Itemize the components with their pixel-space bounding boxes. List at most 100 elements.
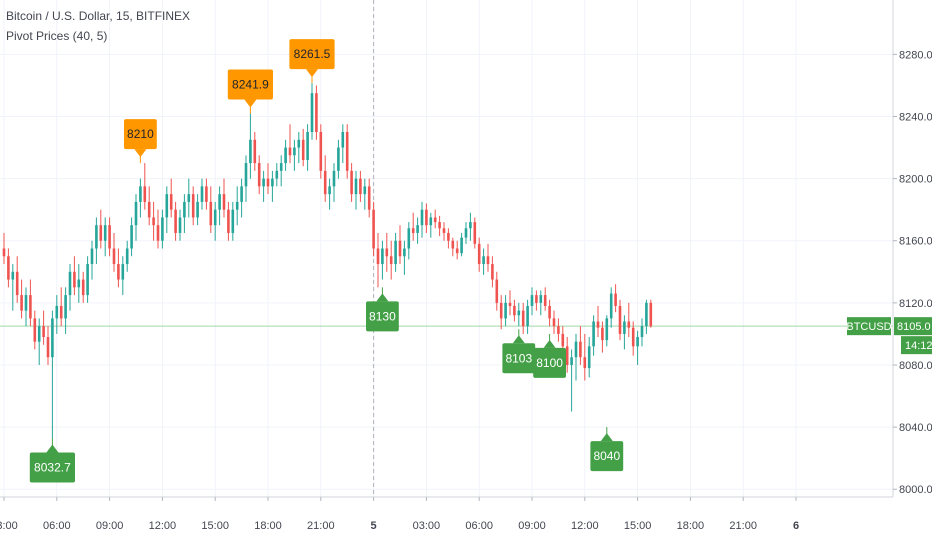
candle-body: [235, 201, 239, 210]
candle: [350, 163, 353, 202]
chart-legend: Bitcoin / U.S. Dollar, 15, BITFINEX Pivo…: [6, 6, 190, 46]
time-tick-label: 09:00: [518, 520, 546, 532]
candle: [130, 217, 133, 257]
candle-body: [288, 147, 292, 156]
candle-body: [447, 232, 450, 241]
candle-body: [310, 93, 314, 133]
candle: [618, 299, 622, 341]
candle: [222, 178, 226, 218]
pivot-low-value: 8100: [536, 356, 563, 370]
candle-body: [306, 132, 309, 160]
candle-body: [143, 186, 147, 202]
candle-body: [174, 209, 177, 233]
time-tick-label: 15:00: [624, 520, 652, 532]
candle: [592, 315, 595, 356]
candle: [187, 178, 191, 218]
candle-body: [535, 295, 538, 303]
time-tick-label: 06:00: [43, 520, 71, 532]
candle: [416, 217, 419, 244]
candle-body: [438, 222, 441, 229]
candle: [68, 264, 72, 311]
candle: [29, 279, 32, 327]
candle: [46, 326, 50, 365]
candle-body: [627, 321, 631, 328]
candle: [372, 201, 375, 257]
candle: [631, 321, 635, 356]
candle-body: [20, 295, 23, 311]
pivot-low-box: [533, 347, 566, 378]
candle: [253, 132, 257, 171]
candle: [240, 178, 243, 218]
candle: [143, 163, 147, 210]
candle-body: [482, 256, 485, 265]
candle-body: [51, 318, 54, 358]
candle-body: [614, 293, 617, 306]
candle: [169, 178, 173, 218]
pivot-high-value: 8241.9: [232, 78, 269, 92]
pivot-low-box: [590, 441, 624, 472]
candle: [433, 209, 437, 229]
candle: [271, 170, 274, 202]
candle: [108, 217, 111, 257]
pivot-low-label: 8032.7: [29, 438, 75, 483]
candle: [570, 349, 573, 412]
candle-body: [125, 248, 129, 265]
candle-body: [543, 295, 547, 306]
candle: [385, 232, 389, 272]
candle: [495, 271, 499, 311]
candle: [77, 264, 81, 303]
candle-body: [618, 305, 622, 334]
pivot-low-box: [502, 343, 536, 374]
candle: [218, 186, 221, 226]
candle: [469, 212, 472, 241]
time-tick-label: 21:00: [729, 520, 757, 532]
candles: [2, 83, 653, 439]
candle-body: [169, 194, 173, 210]
candle-body: [583, 357, 587, 369]
grid-lines: [0, 0, 893, 497]
candle: [543, 287, 547, 311]
indicator-title[interactable]: Pivot Prices (40, 5): [6, 29, 108, 43]
countdown-tag: 14:12: [905, 340, 932, 352]
candle-body: [460, 237, 463, 254]
candle: [2, 232, 6, 265]
candle-body: [7, 256, 10, 280]
symbol-title[interactable]: Bitcoin / U.S. Dollar, 15, BITFINEX: [6, 9, 191, 23]
candle-body: [539, 295, 543, 303]
candle: [486, 243, 490, 272]
candle: [64, 287, 67, 334]
candle-body: [557, 326, 560, 334]
candle: [455, 240, 459, 260]
time-tick-label: 12:00: [571, 520, 599, 532]
candle-body: [587, 346, 591, 369]
candle: [614, 284, 617, 313]
pivot-low-label: 8130: [366, 287, 399, 332]
candle: [513, 299, 516, 322]
candle: [557, 318, 560, 342]
candle: [605, 315, 609, 347]
candle: [420, 201, 424, 238]
price-tick-label: 8200.0: [899, 174, 932, 186]
candle: [504, 295, 507, 327]
candle-body: [2, 248, 6, 257]
candle: [125, 240, 129, 272]
candle: [95, 217, 98, 265]
candle-body: [147, 201, 151, 218]
candle: [442, 222, 446, 241]
candle-body: [231, 209, 235, 233]
candle-body: [68, 271, 72, 296]
price-tick-label: 8280.0: [899, 49, 932, 61]
candle-body: [640, 326, 644, 338]
candle-body: [403, 248, 406, 257]
price-axis-bg: [893, 0, 932, 550]
time-tick-label: 18:00: [677, 520, 705, 532]
candle-body: [275, 170, 279, 179]
candle: [429, 212, 433, 238]
candle: [51, 310, 54, 439]
candle: [284, 139, 287, 171]
candle-body: [442, 228, 446, 233]
candle: [367, 178, 371, 218]
candle-body: [407, 228, 411, 249]
